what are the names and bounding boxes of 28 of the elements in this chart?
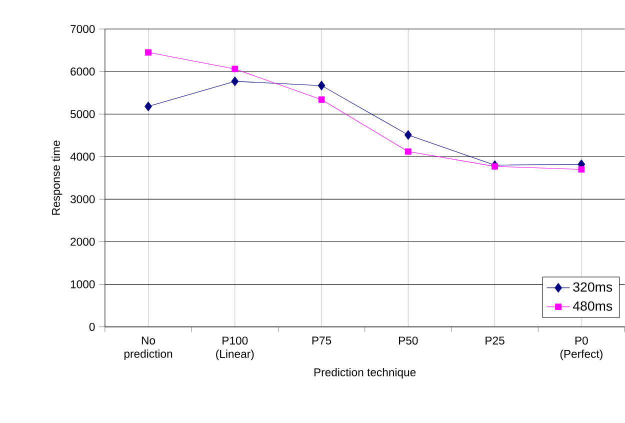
y-tick-label: 6000 (70, 68, 95, 76)
legend-label: 480ms (572, 301, 612, 311)
point (232, 66, 238, 72)
x-tick-label: P0 (Perfect) (560, 336, 602, 360)
point (492, 163, 498, 170)
point (404, 130, 412, 140)
y-axis-title: Response time (52, 140, 62, 215)
y-tick-label: 4000 (70, 152, 95, 161)
point (404, 148, 412, 155)
y-tick-label: 0 (89, 322, 95, 331)
y-tick-label: 5000 (70, 110, 95, 118)
point (144, 102, 152, 112)
x-tick-label: P75 (312, 336, 332, 345)
x-axis-title: Prediction technique (314, 368, 416, 379)
x-tick-label: P50 (399, 336, 418, 345)
point (318, 80, 326, 90)
x-tick-label: P25 (486, 336, 504, 345)
x-tick-label: No prediction (124, 336, 172, 360)
legend-label: 320ms (573, 282, 612, 292)
point (578, 166, 585, 173)
x-tick-label: P100 (Linear) (216, 336, 254, 360)
point (231, 76, 239, 86)
y-tick-label: 3000 (70, 195, 95, 204)
y-tick-label: 2000 (70, 238, 95, 246)
y-tick-label: 7000 (70, 25, 95, 34)
point (318, 96, 325, 103)
point (145, 49, 152, 56)
y-tick-label: 1000 (70, 280, 95, 288)
